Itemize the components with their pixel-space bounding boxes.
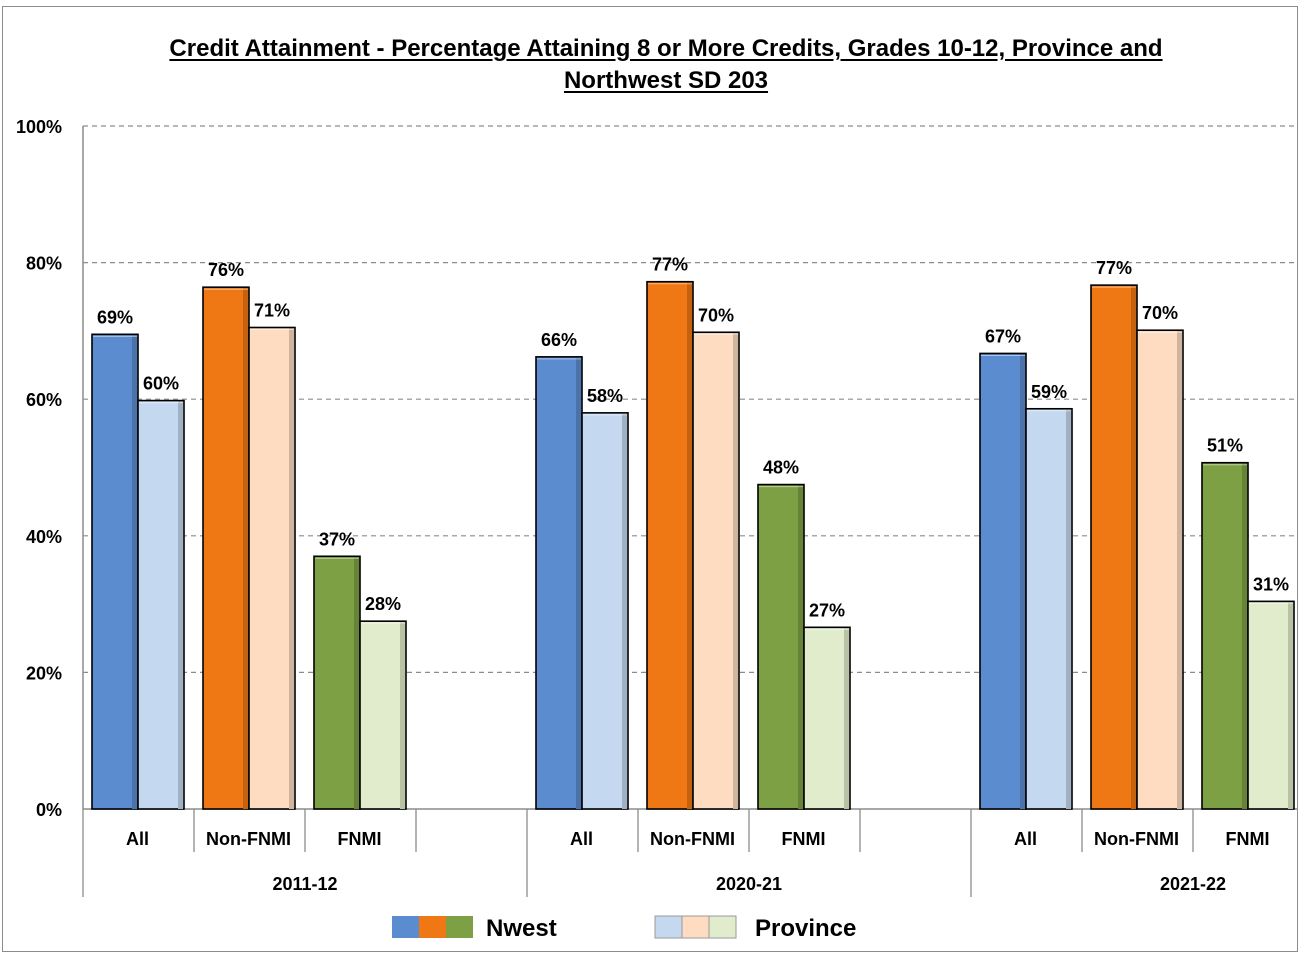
data-label: 71% xyxy=(254,300,290,320)
chart-frame xyxy=(2,6,1298,952)
bar-shade xyxy=(1242,463,1247,809)
x-category-label: Non-FNMI xyxy=(1094,829,1179,849)
bar-nwest xyxy=(535,356,583,810)
bar-shade xyxy=(1066,409,1071,809)
bar-province xyxy=(1136,329,1184,810)
data-label: 67% xyxy=(985,326,1021,346)
data-label: 27% xyxy=(809,600,845,620)
chart-title: Credit Attainment - Percentage Attaining… xyxy=(0,33,1302,97)
legend-swatch xyxy=(419,916,446,938)
bar-province xyxy=(803,626,851,810)
chart-title-line-1: Credit Attainment - Percentage Attaining… xyxy=(169,35,1163,62)
x-category-label: FNMI xyxy=(338,829,382,849)
bar-shade xyxy=(733,333,738,809)
data-label: 66% xyxy=(541,330,577,350)
bar-shade xyxy=(132,335,137,809)
x-category-label: FNMI xyxy=(1226,829,1270,849)
legend-swatch xyxy=(446,916,473,938)
legend-swatch xyxy=(708,915,737,939)
x-group-label: 2020-21 xyxy=(716,874,782,894)
data-label: 51% xyxy=(1207,436,1243,456)
bar-province xyxy=(248,326,296,810)
data-label: 77% xyxy=(1096,258,1132,278)
bar-shade xyxy=(1288,602,1293,809)
data-label: 70% xyxy=(698,305,734,325)
legend-swatch xyxy=(681,915,710,939)
data-labels: 69% 60% 76% 71% 37% 28% 66% 58% 77% 70% 48% 27% 67% 5… xyxy=(97,255,1289,621)
x-category-label: Non-FNMI xyxy=(650,829,735,849)
bar-shade xyxy=(687,282,692,809)
bar-shade xyxy=(243,288,248,809)
legend: Nwest Province xyxy=(392,915,856,942)
bar-shade xyxy=(1020,354,1025,809)
legend-swatch xyxy=(654,915,683,939)
chart-title-line-2: Northwest SD 203 xyxy=(563,67,769,94)
bar-shade xyxy=(1131,286,1136,809)
legend-label: Province xyxy=(755,915,856,942)
bar-shade xyxy=(576,357,581,809)
bar-shade xyxy=(844,628,849,809)
x-category-label: Non-FNMI xyxy=(206,829,291,849)
bar-province xyxy=(1247,600,1295,810)
x-axis-categories: All Non-FNMI FNMI 2011-12 All Non-FNMI FNMI 202… xyxy=(126,829,1270,894)
bar-province xyxy=(692,331,740,810)
bar-province xyxy=(359,620,407,810)
bar-shade xyxy=(354,557,359,809)
x-category-label: All xyxy=(570,829,593,849)
y-tick-label: 60% xyxy=(26,390,62,410)
bar-nwest xyxy=(313,555,361,810)
data-label: 28% xyxy=(365,594,401,614)
bar-province xyxy=(137,399,185,810)
data-label: 48% xyxy=(763,458,799,478)
y-tick-label: 0% xyxy=(36,800,62,820)
x-category-label: All xyxy=(126,829,149,849)
legend-label: Nwest xyxy=(486,915,557,942)
data-label: 69% xyxy=(97,307,133,327)
bar-nwest xyxy=(1090,284,1138,810)
bar-nwest xyxy=(91,333,139,810)
x-category-label: All xyxy=(1014,829,1037,849)
bar-nwest xyxy=(202,286,250,810)
y-tick-label: 20% xyxy=(26,663,62,683)
bar-shade xyxy=(178,401,183,809)
bar-nwest xyxy=(1201,461,1249,810)
x-group-label: 2021-22 xyxy=(1160,874,1226,894)
y-tick-label: 100% xyxy=(16,117,62,137)
x-group-label: 2011-12 xyxy=(272,874,337,894)
legend-swatch xyxy=(392,916,419,938)
bar-nwest xyxy=(646,280,694,810)
data-label: 37% xyxy=(319,529,355,549)
bar-shade xyxy=(622,413,627,809)
data-label: 70% xyxy=(1142,303,1178,323)
bar-nwest xyxy=(757,483,805,810)
bar-shade xyxy=(289,328,294,809)
data-label: 76% xyxy=(208,260,244,280)
bar-province xyxy=(581,412,629,810)
bar-nwest xyxy=(979,352,1027,810)
bar-shade xyxy=(1177,331,1182,809)
data-label: 59% xyxy=(1031,382,1067,402)
bar-shade xyxy=(400,622,405,809)
y-tick-label: 40% xyxy=(26,527,62,547)
bars xyxy=(91,280,1295,810)
bar-shade xyxy=(798,485,803,809)
bar-province xyxy=(1025,407,1073,810)
data-label: 60% xyxy=(143,374,179,394)
x-category-label: FNMI xyxy=(782,829,826,849)
data-label: 77% xyxy=(652,255,688,275)
y-tick-label: 80% xyxy=(26,254,62,274)
data-label: 31% xyxy=(1253,574,1289,594)
data-label: 58% xyxy=(587,386,623,406)
